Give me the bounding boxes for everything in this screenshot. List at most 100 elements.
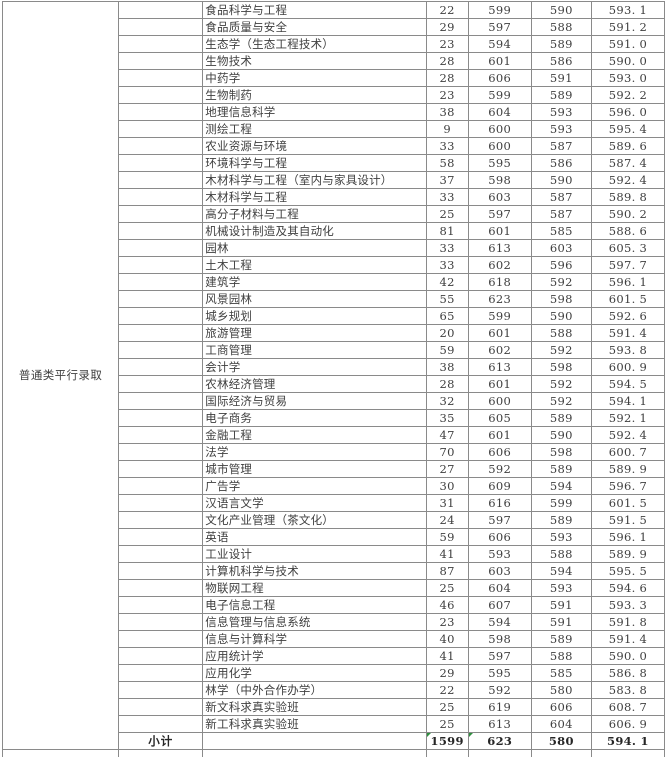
avg-score-cell: 595. 5 <box>591 563 664 580</box>
major-name-cell: 工业设计 <box>203 546 426 563</box>
min-score-cell: 590 <box>531 308 591 325</box>
major-name-cell: 林学（中外合作办学） <box>203 682 426 699</box>
major-name-cell: 木材科学与工程 <box>203 189 426 206</box>
avg-score-cell: 593. 1 <box>591 2 664 19</box>
major-name-cell: 新工科求真实验班 <box>203 716 426 733</box>
blank-cell <box>119 427 203 444</box>
max-score-cell: 613 <box>468 240 531 257</box>
blank-cell <box>119 529 203 546</box>
avg-score-cell: 591. 8 <box>591 614 664 631</box>
min-score-cell: 589 <box>531 512 591 529</box>
major-name-cell: 测绘工程 <box>203 121 426 138</box>
avg-score-cell: 586. 8 <box>591 665 664 682</box>
avg-score-cell: 593. 8 <box>591 342 664 359</box>
major-name-cell: 电子商务 <box>203 410 426 427</box>
blank-cell <box>119 546 203 563</box>
blank-cell <box>119 19 203 36</box>
min-score-cell: 596 <box>531 257 591 274</box>
blank-cell <box>119 36 203 53</box>
min-score-cell: 593 <box>531 104 591 121</box>
avg-score-cell: 590. 0 <box>591 648 664 665</box>
plan-count-cell: 58 <box>426 155 468 172</box>
plan-count-cell: 32 <box>426 393 468 410</box>
blank-cell <box>119 274 203 291</box>
avg-score-cell: 608. 7 <box>591 699 664 716</box>
plan-count-cell: 31 <box>426 495 468 512</box>
avg-score-cell: 596. 0 <box>591 104 664 121</box>
plan-count-cell: 87 <box>426 563 468 580</box>
blank-cell <box>119 699 203 716</box>
partial-cell <box>119 750 203 757</box>
major-name-cell: 环境科学与工程 <box>203 155 426 172</box>
min-score-cell: 592 <box>531 342 591 359</box>
max-score-cell: 616 <box>468 495 531 512</box>
min-score-cell: 598 <box>531 359 591 376</box>
major-name-cell: 应用化学 <box>203 665 426 682</box>
plan-count-cell: 40 <box>426 631 468 648</box>
max-score-cell: 598 <box>468 172 531 189</box>
plan-count-cell: 41 <box>426 648 468 665</box>
blank-cell <box>119 223 203 240</box>
min-score-cell: 589 <box>531 410 591 427</box>
major-name-cell: 风景园林 <box>203 291 426 308</box>
blank-cell <box>119 53 203 70</box>
avg-score-cell: 605. 3 <box>591 240 664 257</box>
blank-cell <box>119 648 203 665</box>
blank-cell <box>119 495 203 512</box>
plan-count-cell: 28 <box>426 53 468 70</box>
subtotal-avg-cell: 594. 1 <box>591 733 664 750</box>
max-score-cell: 601 <box>468 427 531 444</box>
blank-cell <box>119 580 203 597</box>
major-name-cell: 电子信息工程 <box>203 597 426 614</box>
major-name-cell: 农业资源与环境 <box>203 138 426 155</box>
min-score-cell: 589 <box>531 87 591 104</box>
max-score-cell: 607 <box>468 597 531 614</box>
partial-cell <box>591 750 664 757</box>
major-name-cell: 城市管理 <box>203 461 426 478</box>
max-score-cell: 623 <box>468 291 531 308</box>
blank-cell <box>119 393 203 410</box>
plan-count-cell: 33 <box>426 138 468 155</box>
min-score-cell: 594 <box>531 478 591 495</box>
min-score-cell: 599 <box>531 495 591 512</box>
avg-score-cell: 596. 1 <box>591 274 664 291</box>
blank-cell <box>119 342 203 359</box>
min-score-cell: 604 <box>531 716 591 733</box>
min-score-cell: 590 <box>531 2 591 19</box>
avg-score-cell: 595. 4 <box>591 121 664 138</box>
avg-score-cell: 589. 6 <box>591 138 664 155</box>
min-score-cell: 587 <box>531 206 591 223</box>
avg-score-cell: 594. 5 <box>591 376 664 393</box>
plan-count-cell: 41 <box>426 546 468 563</box>
min-score-cell: 589 <box>531 631 591 648</box>
min-score-cell: 585 <box>531 223 591 240</box>
partial-next-row <box>3 750 665 757</box>
min-score-cell: 586 <box>531 155 591 172</box>
min-score-cell: 588 <box>531 19 591 36</box>
min-score-cell: 593 <box>531 529 591 546</box>
blank-cell <box>119 410 203 427</box>
max-score-cell: 595 <box>468 665 531 682</box>
plan-count-cell: 25 <box>426 716 468 733</box>
max-score-cell: 600 <box>468 138 531 155</box>
major-name-cell: 英语 <box>203 529 426 546</box>
max-score-cell: 613 <box>468 359 531 376</box>
max-score-cell: 601 <box>468 53 531 70</box>
subtotal-plan-cell: 1599 <box>426 733 468 750</box>
avg-score-cell: 589. 8 <box>591 189 664 206</box>
max-score-cell: 604 <box>468 580 531 597</box>
major-name-cell: 高分子材料与工程 <box>203 206 426 223</box>
blank-cell <box>119 70 203 87</box>
major-name-cell: 汉语言文学 <box>203 495 426 512</box>
blank-cell <box>119 563 203 580</box>
major-name-cell: 应用统计学 <box>203 648 426 665</box>
plan-count-cell: 23 <box>426 87 468 104</box>
min-score-cell: 594 <box>531 563 591 580</box>
avg-score-cell: 601. 5 <box>591 291 664 308</box>
min-score-cell: 590 <box>531 427 591 444</box>
max-score-cell: 613 <box>468 716 531 733</box>
max-score-cell: 594 <box>468 614 531 631</box>
plan-count-cell: 22 <box>426 2 468 19</box>
plan-count-cell: 24 <box>426 512 468 529</box>
plan-count-cell: 38 <box>426 359 468 376</box>
